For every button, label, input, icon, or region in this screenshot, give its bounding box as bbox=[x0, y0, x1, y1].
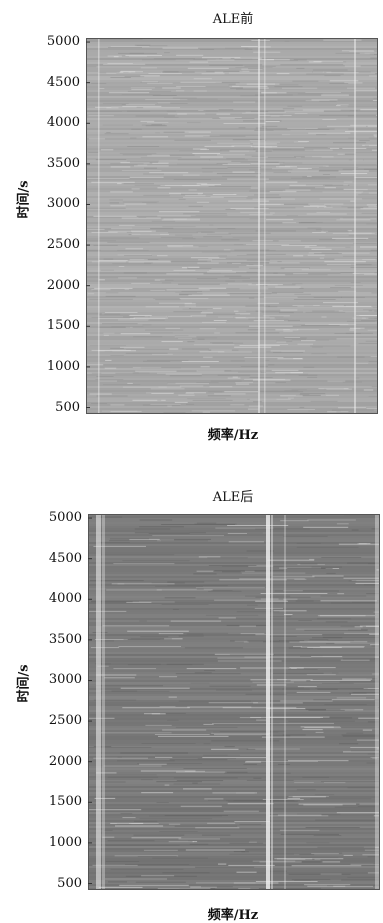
y-tick-label: 3500 bbox=[38, 633, 82, 647]
y-tick-label: 1500 bbox=[38, 795, 82, 809]
x-axis-label: 频率/Hz bbox=[88, 904, 378, 923]
y-tick-label: 2500 bbox=[36, 238, 80, 252]
y-tick-label: 1000 bbox=[38, 836, 82, 850]
frequency-line bbox=[264, 38, 266, 414]
y-tick-label: 2500 bbox=[38, 714, 82, 728]
y-axis-label: 时间/s bbox=[13, 170, 32, 230]
x-axis-label: 频率/Hz bbox=[88, 424, 378, 443]
frequency-line bbox=[96, 514, 101, 890]
y-tick-label: 2000 bbox=[38, 755, 82, 769]
y-tick-label: 2000 bbox=[36, 279, 80, 293]
spectrogram-plot bbox=[86, 38, 378, 414]
frequency-line bbox=[271, 514, 273, 890]
y-tick-label: 5000 bbox=[38, 511, 82, 525]
frequency-line bbox=[102, 514, 105, 890]
y-tick-label: 4000 bbox=[36, 116, 80, 130]
y-tick-label: 3000 bbox=[36, 197, 80, 211]
y-tick-label: 500 bbox=[38, 877, 82, 891]
frequency-line bbox=[284, 514, 286, 890]
y-tick-label: 4500 bbox=[38, 552, 82, 566]
frequency-line bbox=[266, 514, 270, 890]
frequency-line bbox=[258, 38, 260, 414]
chart-title: ALE后 bbox=[88, 486, 378, 505]
spectrogram-plot bbox=[88, 514, 380, 890]
y-axis-label: 时间/s bbox=[13, 654, 32, 714]
y-tick-label: 1000 bbox=[36, 360, 80, 374]
frequency-line bbox=[354, 38, 356, 414]
y-tick-label: 500 bbox=[36, 401, 80, 415]
y-tick-label: 4500 bbox=[36, 76, 80, 90]
y-tick-label: 3500 bbox=[36, 157, 80, 171]
y-tick-label: 1500 bbox=[36, 319, 80, 333]
chart-panel-after: ALE后 时间/s 5000 4500 4000 3500 3000 2500 2000 15… bbox=[0, 478, 383, 922]
y-tick-label: 5000 bbox=[36, 35, 80, 49]
chart-panel-before: ALE前 时间/s 5000 4500 4000 3500 3000 2500 2000 15… bbox=[0, 0, 383, 450]
y-tick-label: 3000 bbox=[38, 673, 82, 687]
frequency-line bbox=[98, 38, 100, 414]
y-tick-label: 4000 bbox=[38, 592, 82, 606]
chart-title: ALE前 bbox=[88, 8, 378, 27]
